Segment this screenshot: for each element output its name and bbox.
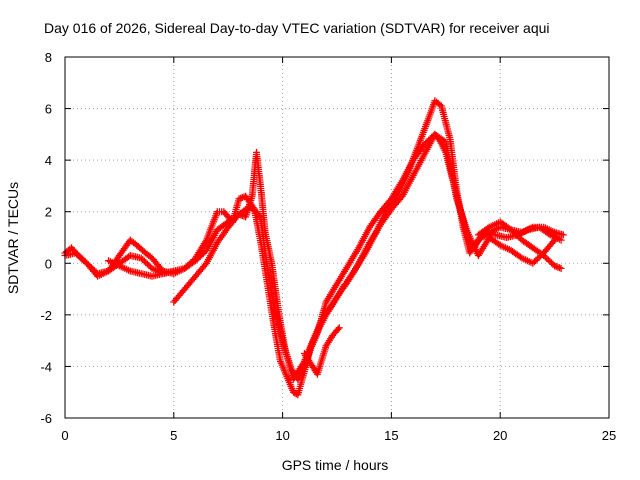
- data-point: [256, 214, 264, 222]
- data-point: [541, 253, 549, 261]
- data-point: [237, 194, 245, 202]
- y-axis-label: SDTVAR / TECUs: [5, 182, 21, 294]
- data-point: [420, 141, 428, 149]
- data-point: [529, 259, 537, 267]
- data-point: [557, 264, 565, 272]
- data-point: [137, 254, 145, 262]
- data-point: [334, 325, 342, 333]
- data-point: [515, 233, 523, 241]
- data-point: [142, 259, 150, 266]
- data-point: [551, 236, 559, 244]
- series-track-d: [105, 218, 565, 378]
- data-point: [143, 260, 151, 268]
- chart-title: Day 016 of 2026, Sidereal Day-to-day VTE…: [44, 20, 550, 36]
- data-point: [73, 250, 81, 258]
- y-tick-label: 6: [45, 102, 52, 117]
- x-tick-label: 20: [493, 428, 507, 443]
- data-point: [549, 238, 557, 246]
- data-point: [559, 231, 567, 239]
- x-tick-label: 25: [602, 428, 616, 443]
- y-tick-label: -4: [40, 359, 52, 374]
- y-tick-label: 4: [45, 153, 52, 168]
- x-axis-label: GPS time / hours: [282, 457, 389, 473]
- y-tick-label: 8: [45, 50, 52, 65]
- data-point: [546, 257, 554, 265]
- plot-frame: [64, 56, 610, 419]
- x-tick-label: 10: [275, 428, 289, 443]
- tick-marks: [64, 56, 610, 419]
- tick-labels: 0 5 10 15 20 25 -6 -4 -2 0 2 4 6 8: [40, 50, 616, 443]
- x-tick-label: 0: [61, 428, 68, 443]
- data-point: [170, 267, 178, 275]
- data-point: [548, 259, 555, 267]
- data-point: [80, 256, 88, 264]
- grid: [65, 57, 609, 418]
- y-tick-label: 2: [45, 205, 52, 220]
- series-track-c: [170, 130, 559, 383]
- data-point: [540, 252, 548, 259]
- y-tick-label: -6: [40, 411, 52, 426]
- x-tick-label: 15: [384, 428, 398, 443]
- data-point: [557, 236, 565, 244]
- data-series-group: [61, 97, 567, 399]
- y-tick-label: 0: [45, 256, 52, 271]
- x-tick-label: 5: [170, 428, 177, 443]
- data-point: [509, 227, 517, 235]
- y-tick-label: -2: [40, 308, 52, 323]
- data-point: [195, 254, 203, 262]
- data-point: [534, 255, 541, 263]
- data-point: [335, 324, 343, 332]
- data-point: [510, 229, 518, 237]
- data-point: [75, 252, 83, 260]
- data-point: [196, 252, 204, 260]
